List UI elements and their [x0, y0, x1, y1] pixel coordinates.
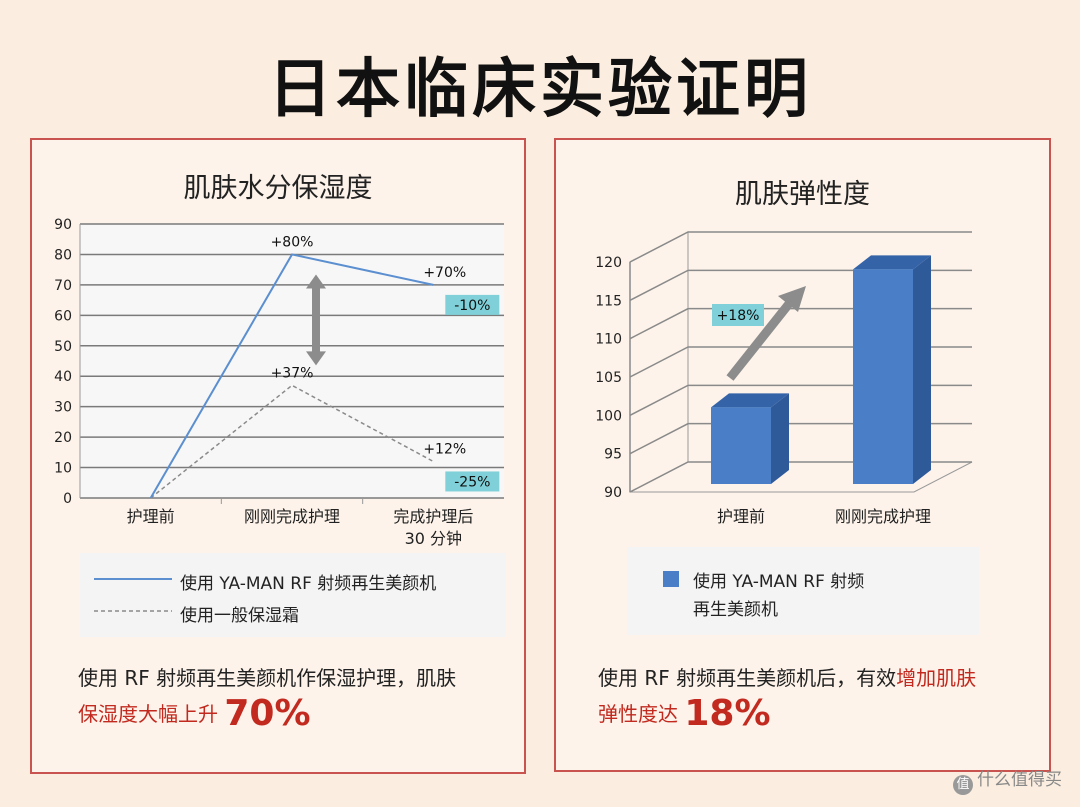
data-label-rf: +70%: [423, 265, 466, 281]
x-tick-label: 护理前: [717, 507, 765, 526]
watermark: 值什么值得买: [953, 765, 1062, 795]
y-tick-label: 60: [54, 308, 72, 324]
growth-arrow-head: [778, 286, 806, 312]
data-label-general: +37%: [271, 365, 314, 381]
change-badge-label: -25%: [454, 474, 490, 490]
watermark-text: 什么值得买: [977, 770, 1062, 790]
bar: [853, 269, 913, 484]
bar-side: [771, 393, 789, 484]
y-tick-label: 90: [54, 217, 72, 233]
page-title: 日本临床实验证明: [268, 52, 812, 127]
moisture-caption-percent: 70%: [224, 693, 311, 734]
y-tick-label: 0: [63, 491, 72, 507]
elasticity-caption-highlight2: 弹性度达: [598, 702, 678, 726]
y-tick-label: 50: [54, 339, 72, 355]
elasticity-panel: 肌肤弹性度: [554, 138, 1051, 772]
gridline: [629, 231, 972, 263]
change-badge: [445, 294, 500, 315]
y-tick-label: 115: [595, 293, 622, 309]
y-tick-label: 10: [54, 461, 72, 477]
y-tick-label: 40: [54, 369, 72, 385]
data-label-general: +12%: [423, 441, 466, 457]
elasticity-bar-chart: 90 95 100 105 110 115 120 护理前 刚刚完成护理 +18%: [595, 231, 973, 526]
elasticity-caption-line1: 使用 RF 射频再生美颜机后，有效: [598, 666, 897, 690]
y-tick-label: 30: [54, 400, 72, 416]
moisture-legend: 使用 YA-MAN RF 射频再生美颜机 使用一般保湿霜: [80, 553, 506, 637]
y-tick-label: 90: [604, 485, 622, 501]
watermark-logo-icon: 值: [953, 775, 973, 795]
moisture-caption: 使用 RF 射频再生美颜机作保湿护理，肌肤 保湿度大幅上升 70%: [78, 660, 518, 732]
y-tick-label: 80: [54, 247, 72, 263]
bar-top: [853, 255, 931, 270]
x-tick-label: 完成护理后: [393, 507, 473, 526]
x-tick-label: 刚刚完成护理: [244, 507, 340, 526]
elasticity-caption-highlight1: 增加肌肤: [896, 666, 977, 690]
y-tick-label: 110: [595, 332, 622, 348]
bar: [711, 407, 771, 484]
y-tick-label: 95: [604, 447, 622, 463]
y-tick-label: 120: [595, 255, 622, 271]
legend-swatch: [663, 571, 679, 587]
data-label-rf: +80%: [271, 234, 314, 250]
moisture-line-chart: 0 10 20 30 40 50 60 70 80 90 护理前 刚刚完成护理 完成护理后 30 分钟 +8…: [54, 217, 504, 548]
bar-top: [711, 393, 789, 408]
moisture-caption-highlight: 保湿度大幅上升: [78, 702, 218, 726]
legend-rf-label-line1: 使用 YA-MAN RF 射频: [693, 572, 865, 592]
x-tick-label: 30 分钟: [405, 529, 462, 548]
moisture-chart-title: 肌肤水分保湿度: [183, 173, 373, 204]
elasticity-chart-title: 肌肤弹性度: [735, 179, 870, 210]
legend-general-label: 使用一般保湿霜: [180, 606, 299, 626]
change-badge: [445, 471, 500, 492]
elasticity-legend: 使用 YA-MAN RF 射频 再生美颜机: [627, 547, 979, 635]
elasticity-caption-percent: 18%: [684, 693, 771, 734]
x-tick-label: 护理前: [127, 507, 175, 526]
series-line-rf: [149, 253, 434, 499]
legend-rf-label-line2: 再生美颜机: [693, 600, 778, 620]
y-tick-label: 70: [54, 278, 72, 294]
elasticity-caption: 使用 RF 射频再生美颜机后，有效增加肌肤 弹性度达 18%: [598, 660, 1038, 732]
growth-arrow-shaft: [726, 297, 796, 381]
difference-arrow-head-up: [306, 274, 326, 289]
legend-rf-label: 使用 YA-MAN RF 射频再生美颜机: [180, 574, 437, 594]
y-tick-label: 105: [595, 370, 622, 386]
change-badge-label: +18%: [717, 308, 760, 324]
plot-area: [80, 224, 504, 498]
y-tick-label: 20: [54, 430, 72, 446]
change-badge-label: -10%: [454, 298, 490, 314]
y-tick-label: 100: [595, 408, 622, 424]
x-tick-label: 刚刚完成护理: [835, 507, 931, 526]
series-line-general: [150, 384, 434, 499]
change-badge: [712, 304, 764, 326]
difference-arrow-head-down: [306, 351, 326, 366]
bar-side: [913, 255, 931, 484]
moisture-caption-line1: 使用 RF 射频再生美颜机作保湿护理，肌肤: [78, 666, 457, 690]
